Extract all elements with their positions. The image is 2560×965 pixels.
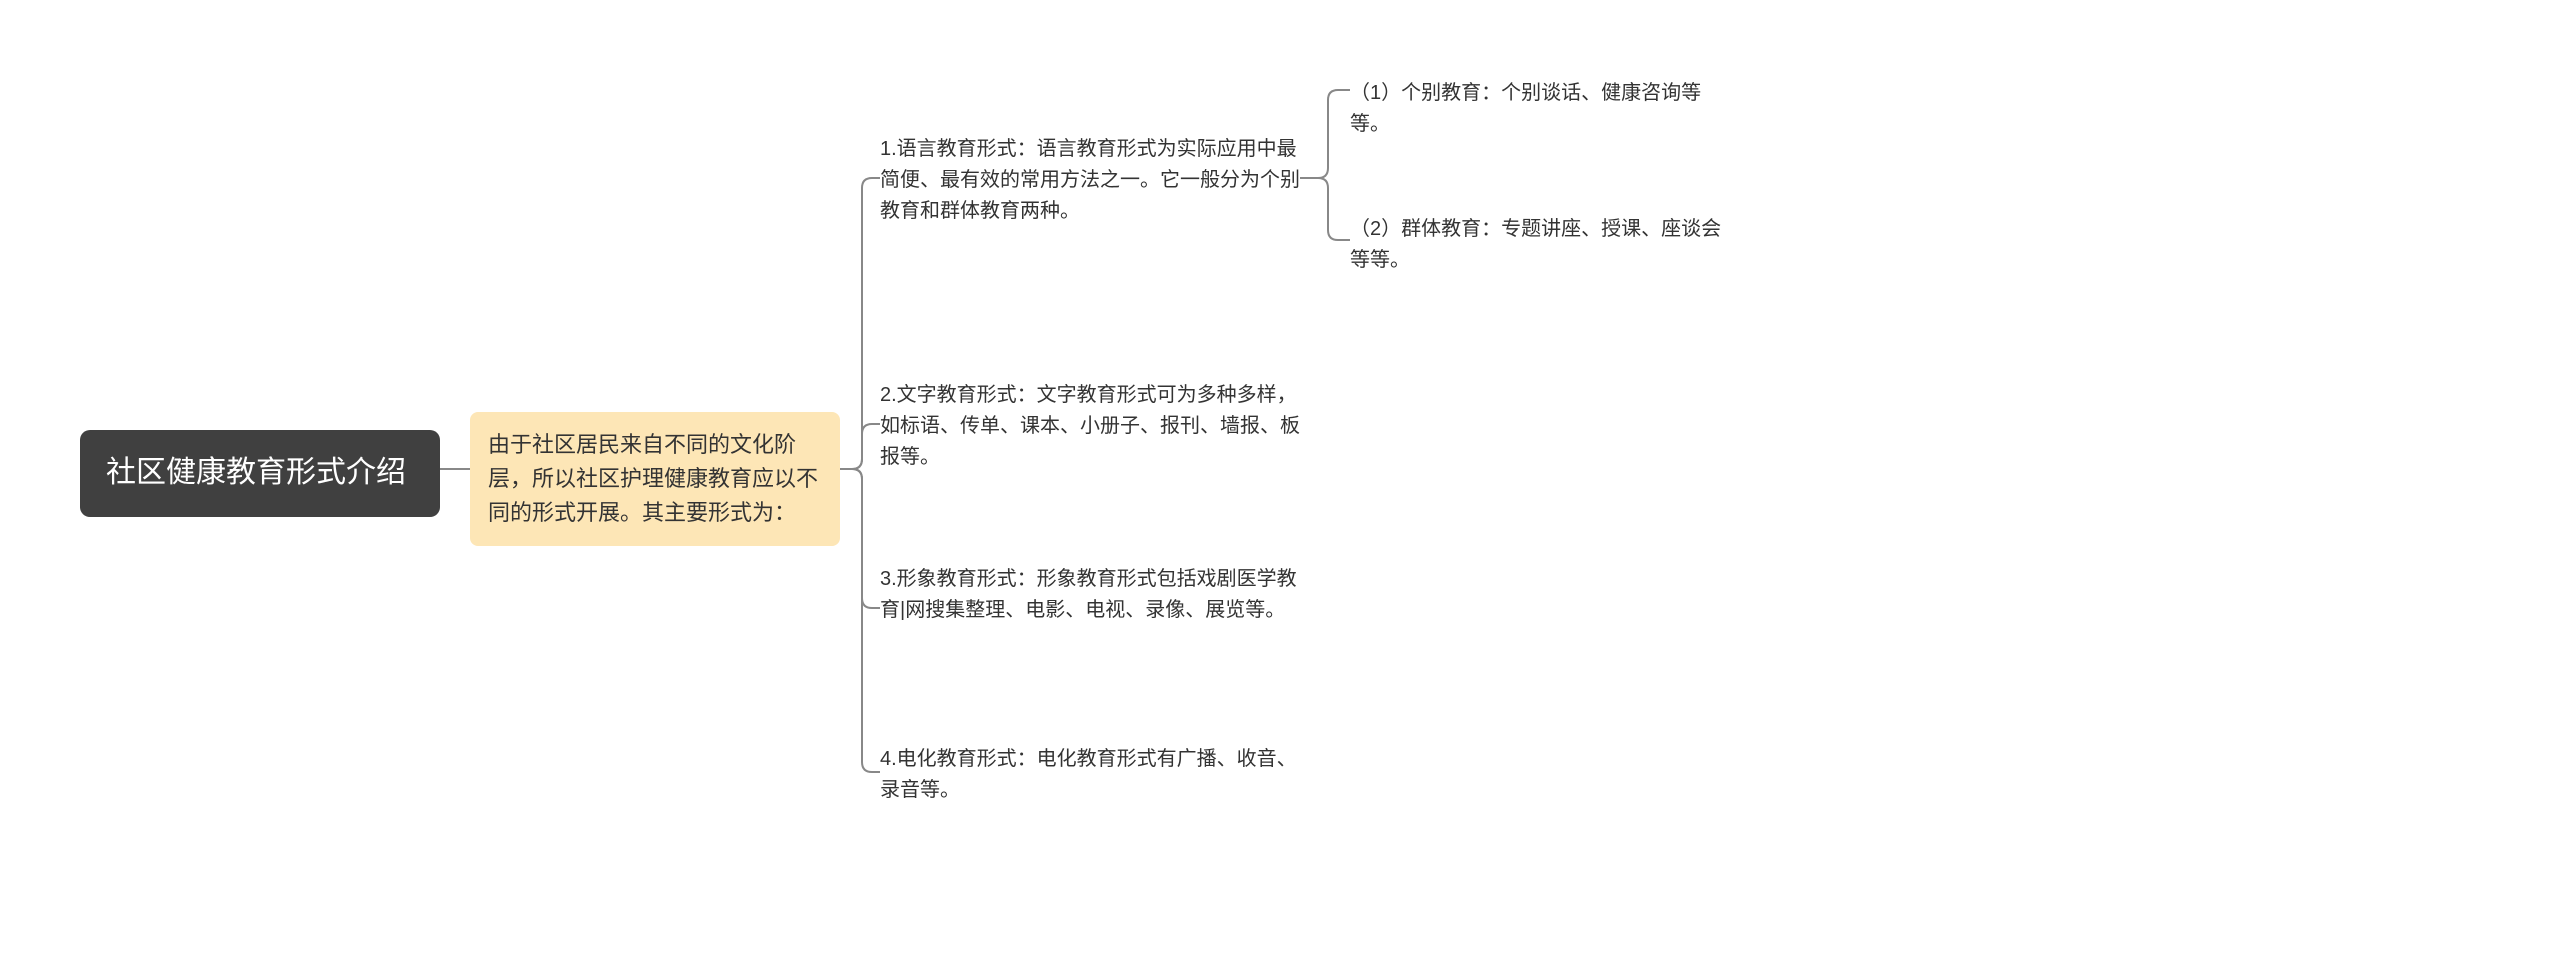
level2-node-4[interactable]: 4.电化教育形式：电化教育形式有广播、收音、录音等。 [880,740,1300,810]
mindmap-canvas: 社区健康教育形式介绍 由于社区居民来自不同的文化阶层，所以社区护理健康教育应以不… [0,0,2560,965]
level2-node-3[interactable]: 3.形象教育形式：形象教育形式包括戏剧医学教育|网搜集整理、电影、电视、录像、展… [880,560,1300,630]
level3-node-2[interactable]: （2）群体教育：专题讲座、授课、座谈会等等。 [1350,210,1730,280]
level2-node-1[interactable]: 1.语言教育形式：语言教育形式为实际应用中最简便、最有效的常用方法之一。它一般分… [880,130,1300,231]
level2-node-2[interactable]: 2.文字教育形式：文字教育形式可为多种多样，如标语、传单、课本、小册子、报刊、墙… [880,376,1300,477]
level1-node[interactable]: 由于社区居民来自不同的文化阶层，所以社区护理健康教育应以不同的形式开展。其主要形… [470,412,840,546]
level3-node-1[interactable]: （1）个别教育：个别谈话、健康咨询等等。 [1350,74,1730,144]
root-node[interactable]: 社区健康教育形式介绍 [80,430,440,517]
